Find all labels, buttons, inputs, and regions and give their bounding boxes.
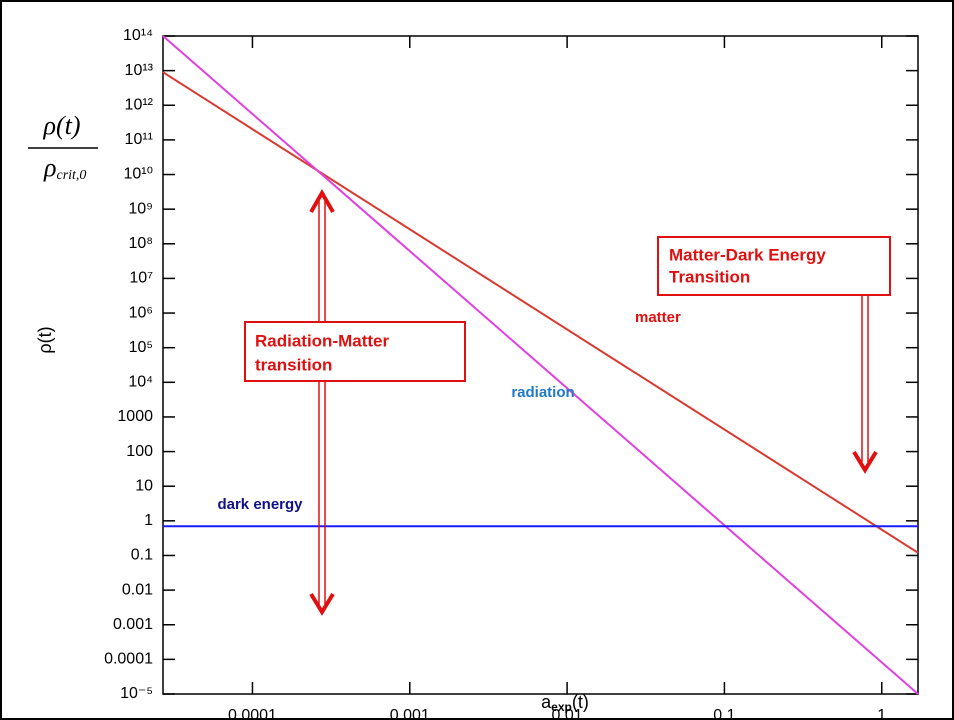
plot-frame [162,35,919,695]
series-line [162,71,919,554]
y-tick-label: 10¹¹ [125,131,153,148]
annotation-box [244,321,466,382]
y-tick-label: 10⁹ [128,200,153,217]
annotation: transition [255,355,332,374]
x-label-base: a [541,692,552,712]
x-label-sub: exp [551,700,572,714]
fraction-numerator: ρ(t) [42,111,80,140]
y-tick-label: 10⁷ [129,270,153,287]
y-tick-label: 100 [126,443,153,460]
y-tick-label: 0.1 [131,547,153,564]
y-tick-label: 10⁴ [128,374,153,391]
x-label-tail: (t) [572,692,589,712]
x-tick-label: 0.0001 [228,707,277,720]
series-label: matter [635,309,681,326]
y-tick-label: 1 [144,512,153,529]
y-tick-label: 10¹² [125,96,154,113]
annotation: Transition [669,267,750,286]
y-tick-label: 0.01 [122,581,153,598]
annotation: Radiation-Matter [255,331,390,350]
y-axis-label: ρ(t) [35,326,55,353]
arrow-head [309,592,335,616]
y-tick-label: 10¹⁴ [123,27,153,44]
x-axis-label: aexp(t) [541,692,589,714]
rho: ρ [43,153,56,182]
series-label: radiation [511,384,574,401]
plot: 10⁻⁵0.00010.0010.010.1110100100010⁴10⁵10… [104,27,919,720]
y-tick-label: 0.001 [113,616,153,633]
series-line [162,35,919,695]
y-tick-label: 10 [135,477,153,494]
x-tick-label: 0.01 [552,707,583,720]
series-label: dark energy [217,496,303,513]
arrows [309,189,878,616]
x-tick-label: 0.001 [390,707,430,720]
subscript: crit,0 [56,168,86,183]
arrow-head [852,450,878,474]
y-tick-label: 1000 [117,408,153,425]
y-tick-label: 10¹⁰ [123,166,153,183]
fraction-denominator: ρcrit,0 [43,153,86,183]
y-tick-label: 10⁻⁵ [120,685,153,702]
arrow-head [309,189,335,214]
x-tick-label: 1 [877,707,886,720]
annotation-box [657,236,891,296]
y-tick-label: 10¹³ [125,62,154,79]
y-tick-label: 10⁶ [129,304,153,321]
annotation: Matter-Dark Energy [669,245,826,264]
y-tick-label: 0.0001 [104,651,153,668]
y-tick-label: 10⁵ [129,339,153,356]
x-tick-label: 0.1 [713,707,735,720]
y-tick-label: 10⁸ [128,235,153,252]
